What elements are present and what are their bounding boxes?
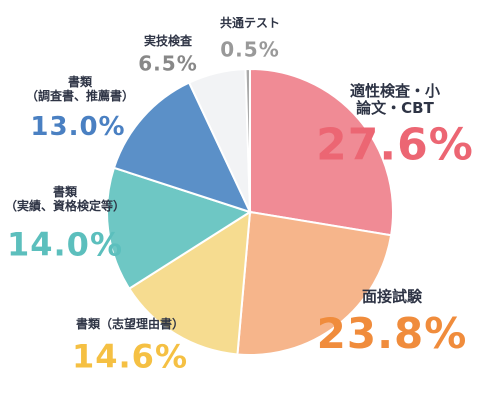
- value-label: 14.0%: [6, 225, 124, 264]
- pie-slice: [236, 210, 393, 356]
- value-label: 6.5%: [138, 51, 198, 76]
- pie-slice: [244, 67, 251, 213]
- value-label: 14.6%: [71, 337, 189, 376]
- category-label: 適性検査・小論文・CBT: [349, 81, 440, 117]
- pie-slice: [112, 81, 252, 214]
- value-label: 27.6%: [316, 119, 474, 171]
- pie-slice: [127, 210, 252, 356]
- category-label: 面接試験: [361, 287, 423, 306]
- value-label: 13.0%: [30, 112, 126, 143]
- category-label: 書類 （調査書、推薦書）: [25, 75, 135, 103]
- category-label: 実技検査: [143, 34, 193, 49]
- category-label: 共通テスト: [219, 16, 281, 31]
- value-label: 23.8%: [316, 308, 468, 358]
- category-label: 書類（志望理由書）: [75, 317, 185, 332]
- pie-slice: [249, 67, 394, 237]
- pie-slice: [106, 166, 253, 291]
- value-label: 0.5%: [220, 37, 280, 62]
- category-label: 書類 （実績、資格検定等）: [4, 185, 126, 213]
